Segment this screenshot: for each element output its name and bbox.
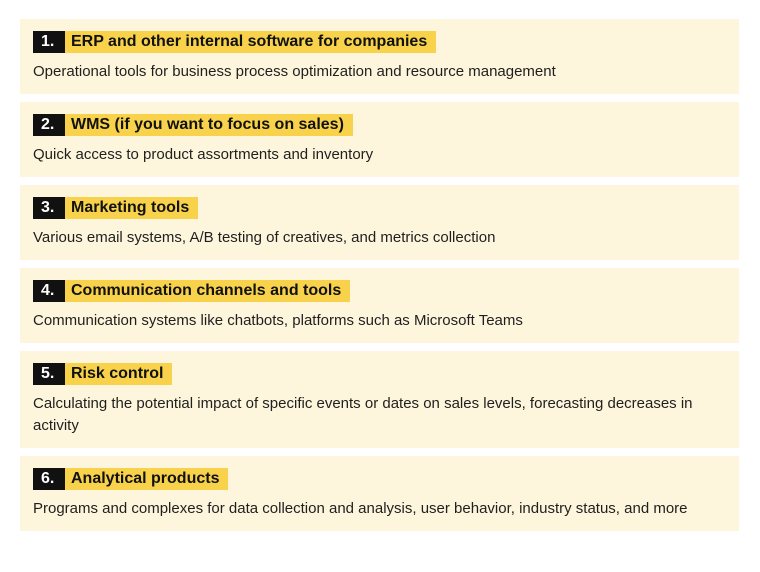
item-heading: 2. WMS (if you want to focus on sales) xyxy=(33,114,726,136)
item-heading: 1. ERP and other internal software for c… xyxy=(33,31,726,53)
item-title: Risk control xyxy=(65,363,173,385)
software-category-list: 1. ERP and other internal software for c… xyxy=(20,19,739,539)
item-description: Communication systems like chatbots, pla… xyxy=(33,312,523,329)
item-title: Communication channels and tools xyxy=(65,280,351,302)
item-description: Calculating the potential impact of spec… xyxy=(33,395,693,434)
item-title: Analytical products xyxy=(65,468,229,490)
item-description: Operational tools for business process o… xyxy=(33,63,556,80)
item-description: Quick access to product assortments and … xyxy=(33,146,374,163)
item-number-badge: 5. xyxy=(33,363,65,385)
item-heading: 3. Marketing tools xyxy=(33,197,726,219)
list-item: 6. Analytical products Programs and comp… xyxy=(20,456,739,531)
list-item: 3. Marketing tools Various email systems… xyxy=(20,185,739,260)
item-title: Marketing tools xyxy=(65,197,199,219)
list-item: 2. WMS (if you want to focus on sales) Q… xyxy=(20,102,739,177)
item-heading: 5. Risk control xyxy=(33,363,726,385)
item-number-badge: 1. xyxy=(33,31,65,53)
item-number-badge: 3. xyxy=(33,197,65,219)
item-number-badge: 2. xyxy=(33,114,65,136)
item-description: Various email systems, A/B testing of cr… xyxy=(33,229,496,246)
item-heading: 4. Communication channels and tools xyxy=(33,280,726,302)
list-item: 1. ERP and other internal software for c… xyxy=(20,19,739,94)
item-number-badge: 4. xyxy=(33,280,65,302)
item-title: ERP and other internal software for comp… xyxy=(65,31,437,53)
item-title: WMS (if you want to focus on sales) xyxy=(65,114,353,136)
list-item: 4. Communication channels and tools Comm… xyxy=(20,268,739,343)
list-item: 5. Risk control Calculating the potentia… xyxy=(20,351,739,448)
item-description: Programs and complexes for data collecti… xyxy=(33,500,688,517)
item-number-badge: 6. xyxy=(33,468,65,490)
item-heading: 6. Analytical products xyxy=(33,468,726,490)
